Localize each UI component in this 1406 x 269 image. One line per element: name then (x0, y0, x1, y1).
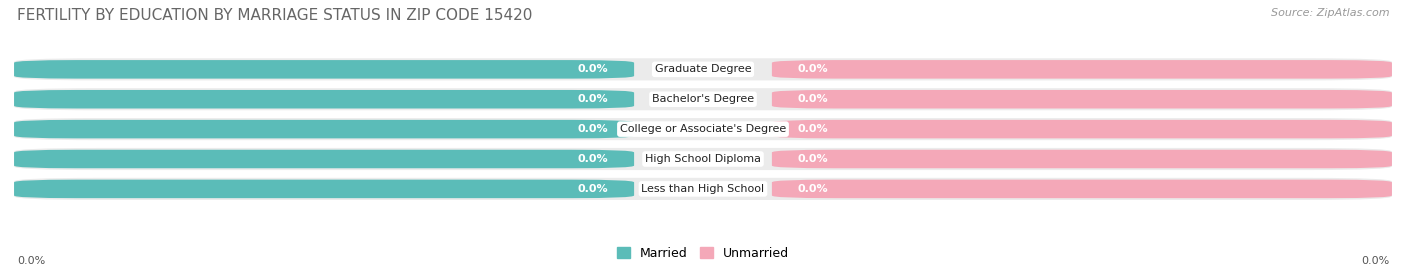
FancyBboxPatch shape (772, 120, 1392, 138)
Text: Graduate Degree: Graduate Degree (655, 64, 751, 74)
Text: 0.0%: 0.0% (1361, 256, 1389, 266)
Text: FERTILITY BY EDUCATION BY MARRIAGE STATUS IN ZIP CODE 15420: FERTILITY BY EDUCATION BY MARRIAGE STATU… (17, 8, 533, 23)
Legend: Married, Unmarried: Married, Unmarried (612, 242, 794, 265)
Text: 0.0%: 0.0% (799, 64, 828, 74)
FancyBboxPatch shape (14, 88, 1392, 110)
FancyBboxPatch shape (14, 60, 634, 79)
FancyBboxPatch shape (772, 90, 1392, 108)
FancyBboxPatch shape (14, 90, 634, 108)
Text: 0.0%: 0.0% (578, 94, 607, 104)
FancyBboxPatch shape (772, 150, 1392, 168)
Text: Source: ZipAtlas.com: Source: ZipAtlas.com (1271, 8, 1389, 18)
Text: 0.0%: 0.0% (578, 184, 607, 194)
FancyBboxPatch shape (14, 178, 1392, 200)
FancyBboxPatch shape (14, 150, 634, 168)
Text: High School Diploma: High School Diploma (645, 154, 761, 164)
Text: 0.0%: 0.0% (578, 154, 607, 164)
FancyBboxPatch shape (14, 58, 1392, 80)
FancyBboxPatch shape (772, 180, 1392, 198)
Text: Bachelor's Degree: Bachelor's Degree (652, 94, 754, 104)
FancyBboxPatch shape (14, 118, 1392, 140)
Text: College or Associate's Degree: College or Associate's Degree (620, 124, 786, 134)
Text: Less than High School: Less than High School (641, 184, 765, 194)
FancyBboxPatch shape (14, 180, 634, 198)
Text: 0.0%: 0.0% (578, 64, 607, 74)
Text: 0.0%: 0.0% (799, 154, 828, 164)
Text: 0.0%: 0.0% (17, 256, 45, 266)
Text: 0.0%: 0.0% (799, 184, 828, 194)
FancyBboxPatch shape (772, 60, 1392, 79)
FancyBboxPatch shape (14, 120, 634, 138)
Text: 0.0%: 0.0% (799, 94, 828, 104)
Text: 0.0%: 0.0% (799, 124, 828, 134)
Text: 0.0%: 0.0% (578, 124, 607, 134)
FancyBboxPatch shape (14, 148, 1392, 170)
